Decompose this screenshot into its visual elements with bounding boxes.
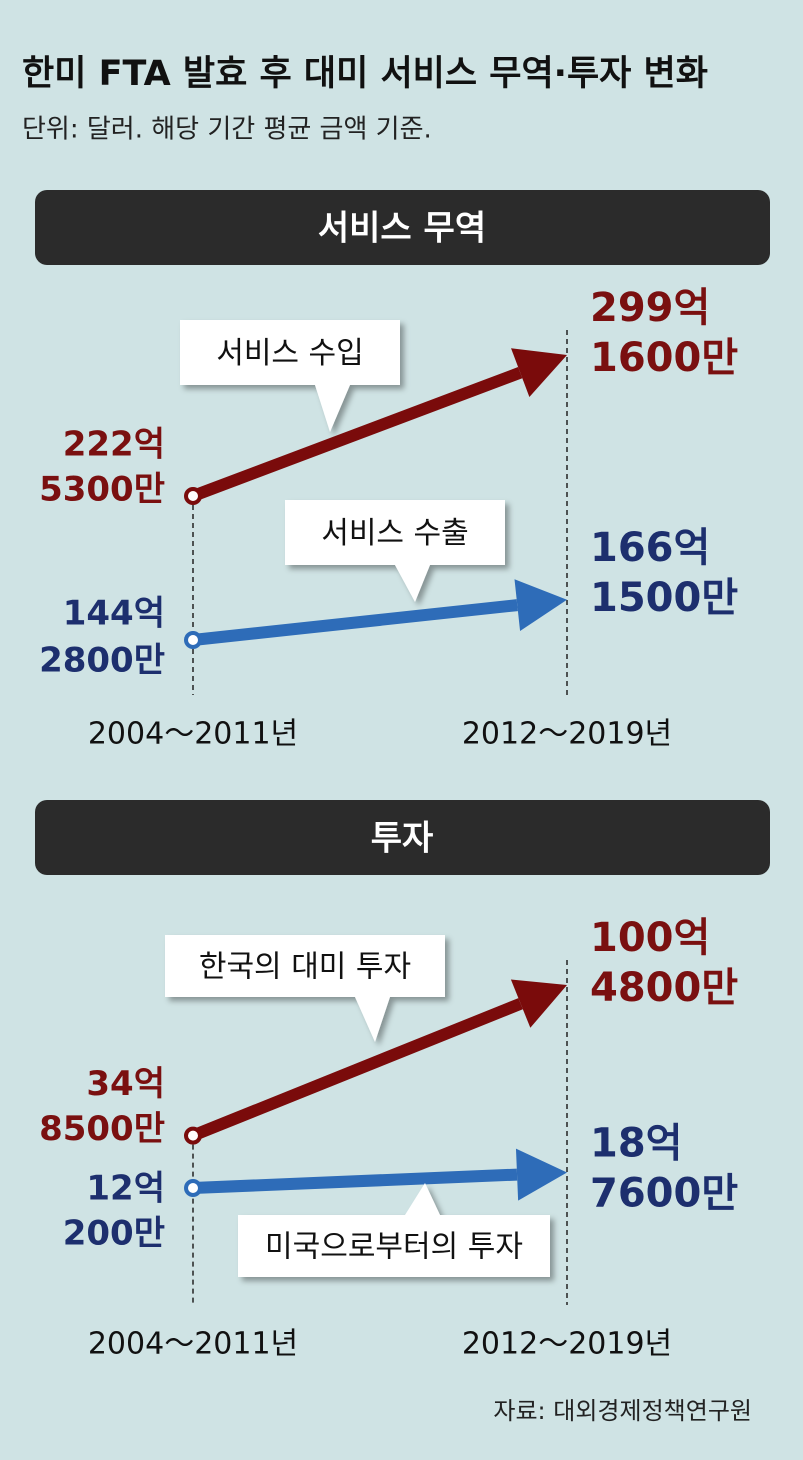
series-name: 서비스 수출 — [321, 516, 469, 551]
start-point — [184, 631, 202, 649]
callout-pointer — [355, 997, 390, 1042]
value-label: 18억 — [590, 1121, 682, 1167]
callout-pointer — [405, 1183, 440, 1215]
value-label: 8500만 — [39, 1109, 165, 1149]
arrow-head — [511, 348, 567, 397]
callout — [238, 1183, 550, 1277]
value-label: 1500만 — [590, 575, 738, 621]
series-name: 서비스 수입 — [216, 336, 364, 371]
start-point — [184, 487, 202, 506]
trend-arrow — [192, 599, 518, 646]
arrow-head — [515, 1148, 567, 1201]
value-label: 12억 — [86, 1169, 165, 1209]
category-label: 2012～2019년 — [462, 1327, 672, 1362]
callout-pointer — [315, 385, 350, 432]
value-label: 144억 — [63, 594, 165, 634]
trend-arrow — [190, 998, 523, 1142]
callout-box — [165, 935, 445, 997]
value-label: 5300만 — [39, 470, 165, 510]
value-label: 200만 — [63, 1214, 165, 1254]
series-name: 미국으로부터의 투자 — [265, 1230, 523, 1265]
value-label: 100억 — [590, 915, 710, 961]
start-point — [184, 1179, 202, 1197]
arrow-head — [510, 979, 567, 1028]
source: 자료: 대외경제정책연구원 — [493, 1397, 752, 1425]
value-label: 2800만 — [39, 641, 165, 681]
start-point — [184, 1126, 202, 1145]
value-label: 7600만 — [590, 1171, 738, 1217]
value-label: 1600만 — [590, 335, 738, 381]
value-label: 166억 — [590, 525, 710, 571]
section-title: 투자 — [371, 819, 434, 859]
title: 한미 FTA 발효 후 대미 서비스 무역·투자 변화 — [22, 54, 708, 94]
category-label: 2012～2019년 — [462, 717, 672, 752]
value-label: 299억 — [590, 285, 710, 331]
value-label: 222억 — [63, 425, 165, 465]
callout — [180, 320, 400, 432]
callout-box — [238, 1215, 550, 1277]
subtitle: 단위: 달러. 해당 기간 평균 금액 기준. — [22, 115, 432, 145]
section-header — [35, 190, 770, 265]
callout-box — [285, 500, 505, 565]
value-label: 34억 — [86, 1064, 165, 1104]
arrow-head — [514, 579, 567, 631]
trend-arrow — [190, 367, 523, 502]
callout-box — [180, 320, 400, 385]
category-label: 2004～2011년 — [88, 1327, 298, 1362]
callout — [285, 500, 505, 602]
category-label: 2004～2011년 — [88, 717, 298, 752]
callout-pointer — [395, 565, 430, 602]
section-header — [35, 800, 770, 875]
section-title: 서비스 무역 — [318, 209, 486, 249]
trend-arrow — [192, 1168, 518, 1194]
callout — [165, 935, 445, 1042]
series-name: 한국의 대미 투자 — [199, 950, 411, 985]
value-label: 4800만 — [590, 965, 738, 1011]
